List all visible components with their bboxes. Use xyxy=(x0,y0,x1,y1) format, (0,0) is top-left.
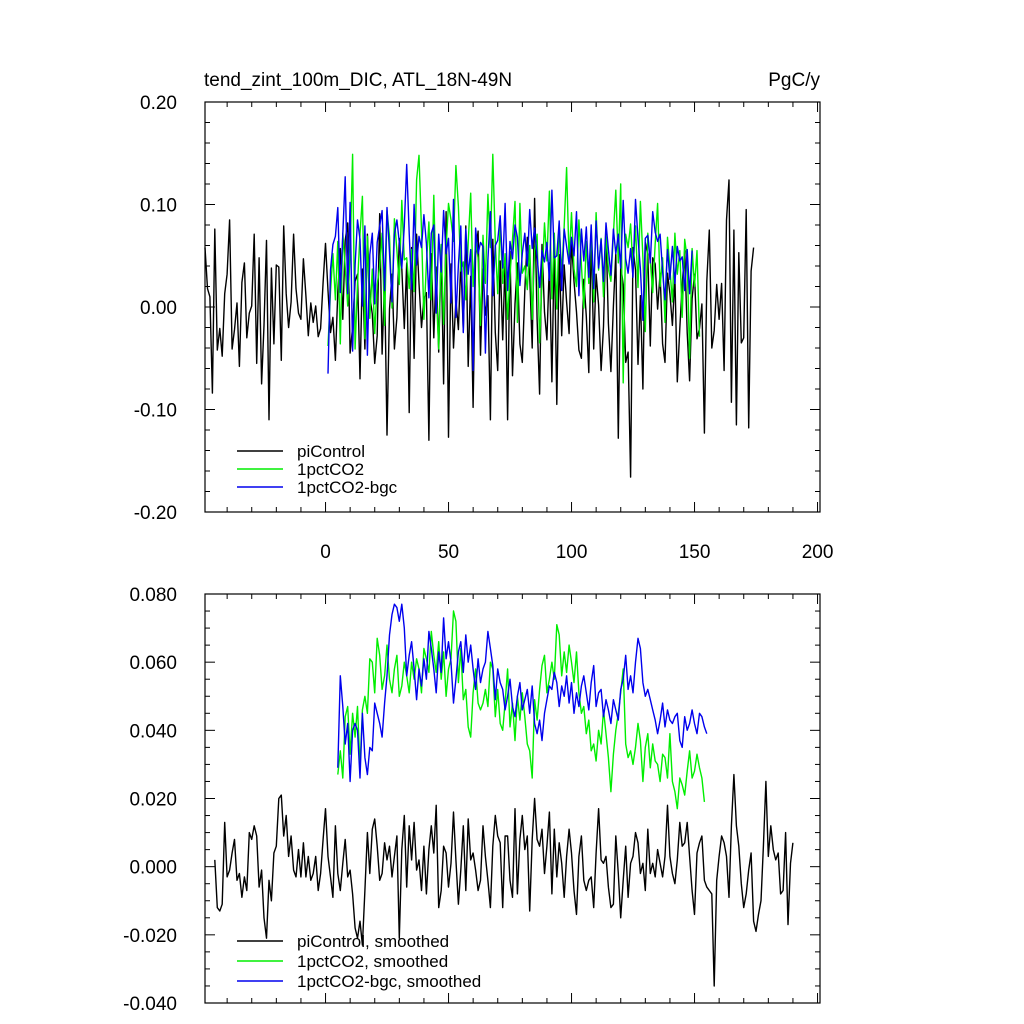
series-line-0-2 xyxy=(327,163,693,374)
y-tick-label-0-3: 0.10 xyxy=(140,196,177,217)
y-tick-label-1-4: 0.040 xyxy=(129,721,177,742)
y-tick-label-0-2: 0.00 xyxy=(140,298,177,319)
x-tick-label-0-3: 150 xyxy=(679,542,711,563)
panel-bottom: -0.040 -0.020 0.000 0.020 0.040 0.060 0.080 piC… xyxy=(123,585,821,1015)
y-tick-label-1-5: 0.060 xyxy=(129,653,177,674)
legend-label-1-1: 1pctCO2, smoothed xyxy=(297,952,448,971)
units-label: PgC/y xyxy=(768,70,820,91)
legend-label-0-1: 1pctCO2 xyxy=(297,460,364,479)
x-tick-label-0-4: 200 xyxy=(802,542,834,563)
y-tick-label-1-0: -0.040 xyxy=(123,994,177,1015)
legend-label-0-2: 1pctCO2-bgc xyxy=(297,478,398,497)
y-tick-label-0-0: -0.20 xyxy=(134,503,177,524)
panel-top: -0.20 -0.10 0.00 0.10 0.20 0 50 100 150 200 piCont… xyxy=(134,93,834,563)
y-tick-label-1-2: 0.000 xyxy=(129,858,177,879)
x-tick-label-0-0: 0 xyxy=(320,542,331,563)
y-tick-label-0-4: 0.20 xyxy=(140,93,177,114)
legend-label-0-0: piControl xyxy=(297,442,365,461)
x-tick-label-0-2: 100 xyxy=(556,542,588,563)
series-line-1-1 xyxy=(337,610,706,810)
y-tick-label-1-1: -0.020 xyxy=(123,926,177,947)
series-line-1-0 xyxy=(214,773,794,987)
x-tick-label-0-1: 50 xyxy=(438,542,459,563)
y-tick-label-1-3: 0.020 xyxy=(129,790,177,811)
series-line-0-0 xyxy=(204,179,755,478)
chart-title: tend_zint_100m_DIC, ATL_18N-49N xyxy=(204,70,512,91)
legend-label-1-0: piControl, smoothed xyxy=(297,932,449,951)
y-tick-label-0-1: -0.10 xyxy=(134,401,177,422)
legend-label-1-2: 1pctCO2-bgc, smoothed xyxy=(297,972,481,991)
series-line-1-2 xyxy=(337,603,708,783)
y-tick-label-1-6: 0.080 xyxy=(129,585,177,606)
